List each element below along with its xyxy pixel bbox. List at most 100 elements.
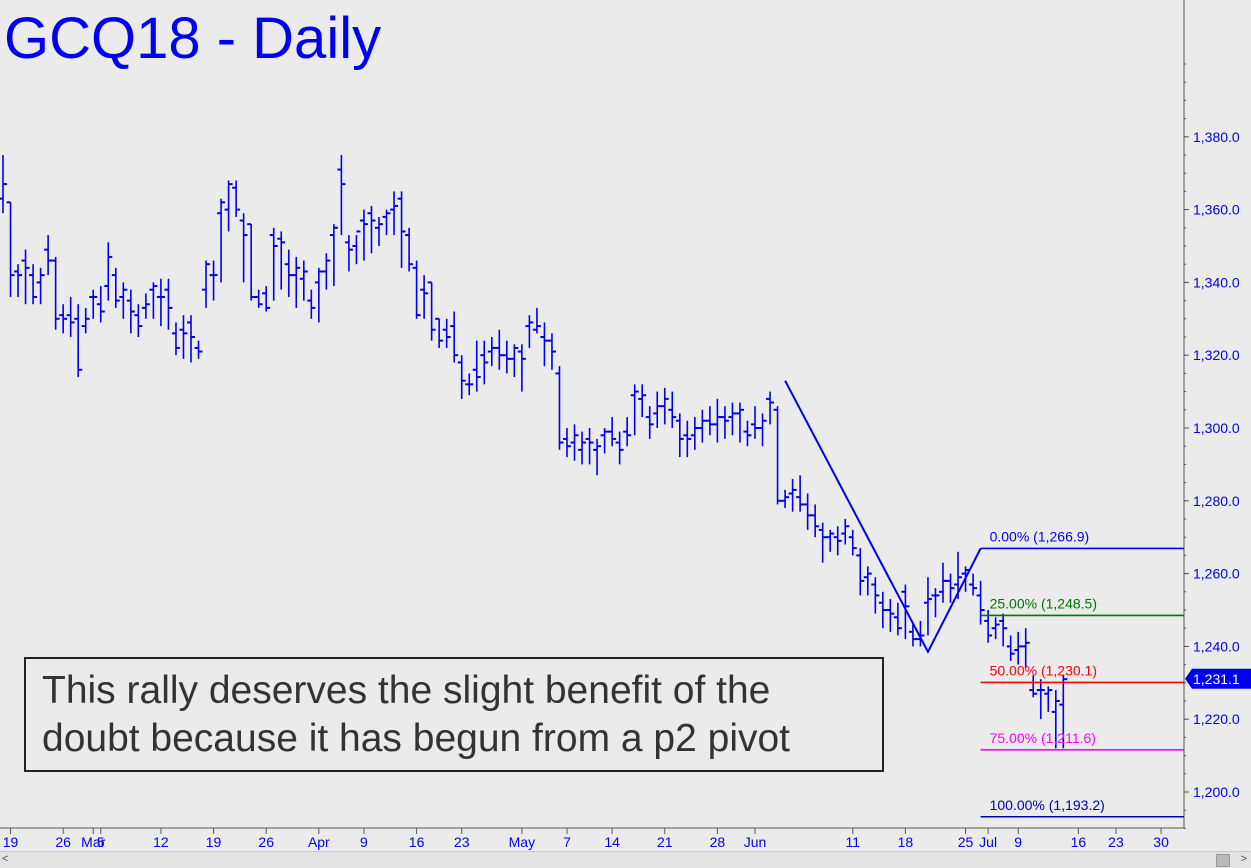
ohlc-bar	[578, 431, 587, 465]
horizontal-scrollbar[interactable]: < >	[0, 851, 1251, 868]
scroll-right-arrow-icon[interactable]: >	[1240, 853, 1247, 865]
ohlc-bar	[111, 267, 120, 308]
x-tick-label: 23	[454, 834, 470, 850]
ohlc-bar	[209, 260, 218, 301]
ohlc-bar	[29, 264, 38, 305]
ohlc-bar	[450, 311, 459, 363]
ohlc-bar	[758, 413, 767, 447]
ohlc-bar	[96, 286, 105, 323]
y-tick-label: 1,200.0	[1193, 784, 1240, 800]
ohlc-bar	[322, 253, 331, 290]
ohlc-bar	[44, 235, 53, 276]
ohlc-bar	[623, 417, 632, 447]
ohlc-bar	[781, 489, 790, 509]
ohlc-bar	[871, 577, 880, 614]
ohlc-bar	[1036, 679, 1045, 720]
ohlc-bar	[690, 417, 699, 450]
ohlc-bar	[262, 286, 271, 312]
ohlc-bar	[600, 428, 609, 454]
x-tick-label: 30	[1153, 834, 1169, 850]
scrollbar-thumb[interactable]	[1216, 854, 1230, 867]
ohlc-bar	[14, 264, 23, 297]
ohlc-bar	[0, 155, 7, 214]
ohlc-bar	[359, 209, 368, 261]
fib-level-label: 25.00% (1,248.5)	[990, 595, 1097, 611]
ohlc-bar	[969, 573, 978, 596]
ohlc-bar	[217, 198, 226, 283]
ohlc-bar	[923, 577, 932, 636]
ohlc-bar	[713, 398, 722, 443]
x-tick-label: 21	[657, 834, 673, 850]
ohlc-bar	[563, 428, 571, 458]
ohlc-bar	[284, 249, 293, 297]
ohlc-bar	[66, 296, 75, 337]
annotation-line-1: This rally deserves the slight benefit o…	[42, 669, 771, 712]
ohlc-bar	[1006, 635, 1015, 661]
ohlc-bar	[202, 260, 211, 308]
scroll-left-arrow-icon[interactable]: <	[2, 853, 9, 865]
ohlc-bar	[856, 548, 865, 596]
ohlc-bar	[119, 282, 128, 319]
ohlc-bar	[939, 562, 947, 603]
fibonacci-levels: 0.00% (1,266.9) 25.00% (1,248.5) 50.00% (1…	[980, 528, 1184, 818]
x-tick-label: 23	[1108, 834, 1124, 850]
last-price-label: 1,231.1	[1193, 671, 1240, 687]
y-tick-label: 1,220.0	[1193, 711, 1240, 727]
y-tick-label: 1,260.0	[1193, 566, 1240, 582]
ohlc-bar	[743, 420, 752, 447]
x-tick-label: 19	[3, 834, 19, 850]
x-tick-label: 26	[55, 834, 71, 850]
ohlc-bar	[908, 624, 917, 647]
ohlc-bar	[224, 180, 233, 232]
x-tick-label: 14	[604, 834, 620, 850]
chart-title: GCQ18 - Daily	[4, 6, 381, 71]
ohlc-bar	[931, 588, 940, 618]
x-tick-label: 28	[710, 834, 726, 850]
ohlc-bar	[818, 522, 827, 563]
ohlc-bar	[344, 235, 353, 272]
x-tick-label: 7	[563, 834, 571, 850]
ohlc-bar	[675, 413, 684, 458]
ohlc-bar	[1014, 631, 1023, 665]
x-tick-label: Apr	[308, 834, 330, 850]
ohlc-bar	[465, 373, 474, 396]
ohlc-bar	[104, 242, 113, 301]
ohlc-bar	[510, 344, 519, 378]
x-tick-label: 9	[1014, 834, 1022, 850]
ohlc-bar	[329, 224, 338, 287]
zigzag-lines	[784, 380, 982, 655]
x-tick-label: 19	[206, 834, 222, 850]
ohlc-bar	[608, 417, 617, 447]
ohlc-bar	[946, 573, 955, 603]
fib-level-label: 100.00% (1,193.2)	[990, 797, 1105, 813]
ohlc-bar	[502, 340, 511, 374]
x-tick-label: 18	[898, 834, 914, 850]
ohlc-bar	[457, 355, 466, 399]
ohlc-bar	[751, 406, 759, 439]
ohlc-bar	[487, 337, 496, 367]
ohlc-bar	[21, 249, 30, 305]
ohlc-bar	[59, 304, 68, 334]
last-price-marker: 1,231.1	[1185, 668, 1251, 689]
ohlc-bar	[292, 256, 301, 308]
ohlc-bar	[735, 402, 744, 443]
ohlc-bar	[299, 260, 308, 301]
ohlc-bar	[585, 428, 594, 465]
ohlc-bar	[134, 304, 143, 337]
last-price-tag	[1185, 668, 1251, 689]
ohlc-bar	[314, 267, 323, 323]
ohlc-bar	[886, 599, 895, 632]
ohlc-bar	[698, 409, 707, 443]
y-tick-label: 1,300.0	[1193, 420, 1240, 436]
ohlc-bar	[1021, 628, 1030, 669]
ohlc-bar	[352, 230, 361, 265]
ohlc-bar	[878, 591, 887, 629]
ohlc-bar	[991, 617, 1000, 640]
ohlc-bar	[141, 293, 150, 319]
ohlc-bar	[81, 307, 90, 334]
y-tick-label: 1,360.0	[1193, 202, 1240, 218]
ohlc-bar	[405, 227, 414, 272]
ohlc-bar	[705, 406, 714, 436]
x-tick-label: 12	[153, 834, 169, 850]
